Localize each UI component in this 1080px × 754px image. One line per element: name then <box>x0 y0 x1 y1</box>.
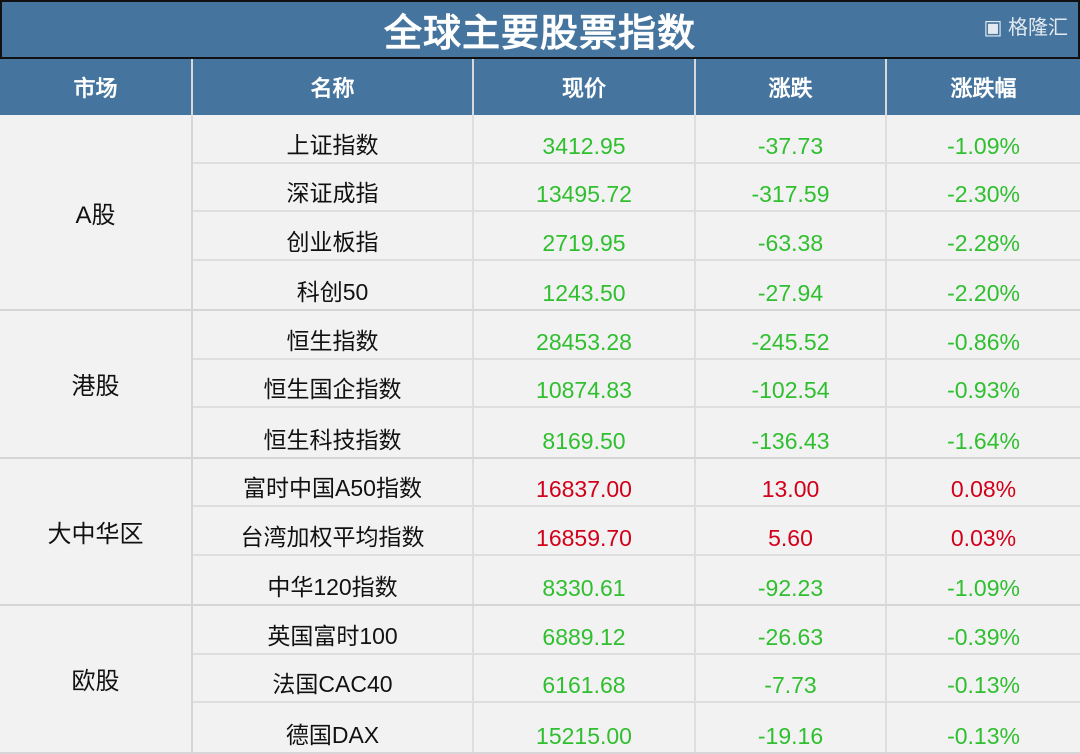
name-cell: 英国富时100 <box>193 606 474 653</box>
market-group: 大中华区 富时中国A50指数 16837.00 13.00 0.08% 台湾加权平均指数 1… <box>0 458 1080 606</box>
name-cell: 富时中国A50指数 <box>193 458 474 505</box>
price-cell: 2719.95 <box>474 212 696 259</box>
watermark-logo: ▣ 格隆汇 <box>983 17 1068 39</box>
change-cell: -26.63 <box>696 606 887 653</box>
change-cell: -102.54 <box>696 359 887 406</box>
price-cell: 28453.28 <box>474 311 696 358</box>
table-row: 创业板指 2719.95 -63.38 -2.28% <box>193 212 1080 261</box>
table-body: A股 上证指数 3412.95 -37.73 -1.09% 深证成指 13495.72 -31… <box>0 115 1080 754</box>
price-cell: 8169.50 <box>474 408 696 457</box>
name-cell: 恒生科技指数 <box>193 408 474 457</box>
name-cell: 法国CAC40 <box>193 654 474 701</box>
name-cell: 中华120指数 <box>193 555 474 604</box>
name-cell: 台湾加权平均指数 <box>193 507 474 554</box>
market-cell: 大中华区 <box>0 458 193 604</box>
name-cell: 恒生国企指数 <box>193 359 474 406</box>
table-row: 恒生指数 28453.28 -245.52 -0.86% <box>193 311 1080 360</box>
pct-cell: -1.09% <box>947 575 1020 601</box>
header-price: 现价 <box>474 59 696 115</box>
price-cell: 16859.70 <box>474 507 696 554</box>
name-cell: 上证指数 <box>193 115 474 162</box>
pct-cell: -0.93% <box>947 377 1020 403</box>
change-cell: 5.60 <box>696 507 887 554</box>
market-cell: A股 <box>0 115 193 309</box>
change-cell: -136.43 <box>696 408 887 457</box>
change-cell: -63.38 <box>696 212 887 259</box>
price-cell: 8330.61 <box>474 555 696 604</box>
table-title: 全球主要股票指数 <box>0 0 1080 59</box>
name-cell: 深证成指 <box>193 163 474 210</box>
table-row: 德国DAX 15215.00 -19.16 -0.13% <box>193 703 1080 752</box>
change-cell: 13.00 <box>696 458 887 505</box>
pct-cell: -2.20% <box>947 280 1020 306</box>
watermark-text: 格隆汇 <box>1008 17 1068 39</box>
name-cell: 科创50 <box>193 260 474 309</box>
change-cell: -27.94 <box>696 260 887 309</box>
table-row: 英国富时100 6889.12 -26.63 -0.39% <box>193 606 1080 655</box>
market-group: 港股 恒生指数 28453.28 -245.52 -0.86% 恒生国企指数 10874.8… <box>0 311 1080 459</box>
market-group: A股 上证指数 3412.95 -37.73 -1.09% 深证成指 13495.72 -31… <box>0 115 1080 311</box>
price-cell: 6889.12 <box>474 606 696 653</box>
price-cell: 1243.50 <box>474 260 696 309</box>
table-row: 恒生科技指数 8169.50 -136.43 -1.64% <box>193 408 1080 457</box>
table-row: 恒生国企指数 10874.83 -102.54 -0.93% <box>193 359 1080 408</box>
pct-cell: -0.86% <box>947 328 1020 355</box>
price-cell: 15215.00 <box>474 703 696 752</box>
name-cell: 德国DAX <box>193 703 474 752</box>
pct-cell: -1.09% <box>947 132 1020 159</box>
pct-cell: -1.64% <box>947 427 1020 454</box>
name-cell: 恒生指数 <box>193 311 474 358</box>
change-cell: -245.52 <box>696 311 887 358</box>
table-row: 深证成指 13495.72 -317.59 -2.30% <box>193 163 1080 212</box>
pct-cell: -0.13% <box>947 722 1020 749</box>
header-pct: 涨跌幅 <box>950 76 1017 101</box>
change-cell: -317.59 <box>696 163 887 210</box>
header-name: 名称 <box>193 59 474 115</box>
table-row: 富时中国A50指数 16837.00 13.00 0.08% <box>193 458 1080 507</box>
change-cell: -37.73 <box>696 115 887 162</box>
pct-cell: 0.08% <box>950 476 1017 502</box>
change-cell: -92.23 <box>696 555 887 604</box>
price-cell: 6161.68 <box>474 654 696 701</box>
table-header: 市场 名称 现价 涨跌 涨跌幅 <box>0 59 1080 115</box>
price-cell: 3412.95 <box>474 115 696 162</box>
market-cell: 欧股 <box>0 606 193 752</box>
change-cell: -7.73 <box>696 654 887 701</box>
pct-cell: -2.30% <box>947 181 1020 207</box>
pct-cell: -2.28% <box>947 229 1020 256</box>
pct-cell: -0.13% <box>947 672 1020 698</box>
table-row: 法国CAC40 6161.68 -7.73 -0.13% <box>193 654 1080 703</box>
change-cell: -19.16 <box>696 703 887 752</box>
header-market: 市场 <box>0 59 193 115</box>
price-cell: 16837.00 <box>474 458 696 505</box>
market-group: 欧股 英国富时100 6889.12 -26.63 -0.39% 法国CAC40 6161.… <box>0 606 1080 754</box>
table-row: 科创50 1243.50 -27.94 -2.20% <box>193 260 1080 309</box>
market-cell: 港股 <box>0 311 193 457</box>
header-change: 涨跌 <box>696 59 887 115</box>
price-cell: 10874.83 <box>474 359 696 406</box>
price-cell: 13495.72 <box>474 163 696 210</box>
table-row: 上证指数 3412.95 -37.73 -1.09% <box>193 115 1080 164</box>
name-cell: 创业板指 <box>193 212 474 259</box>
pct-cell: 0.03% <box>950 524 1017 551</box>
pct-cell: -0.39% <box>947 623 1020 650</box>
table-row: 中华120指数 8330.61 -92.23 -1.09% <box>193 555 1080 604</box>
table-row: 台湾加权平均指数 16859.70 5.60 0.03% <box>193 507 1080 556</box>
